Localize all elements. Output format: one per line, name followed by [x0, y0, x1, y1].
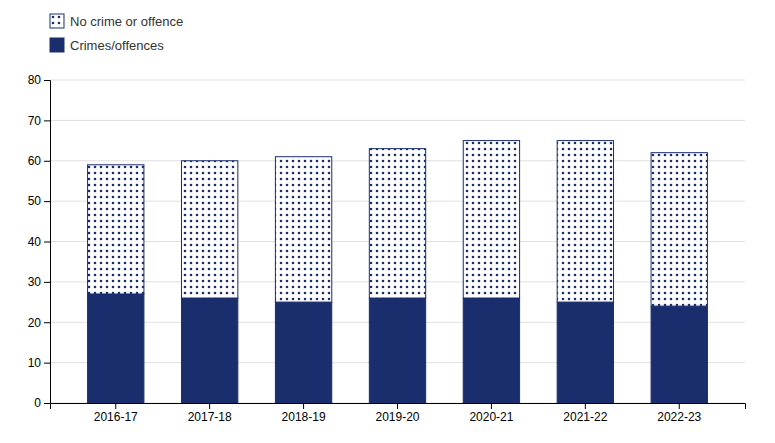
chart-svg: 2016-17 2017-18 2018-19 2019-20 2020-21 2021-…: [0, 0, 775, 443]
y-tick-label: 70: [28, 114, 42, 128]
y-tick-mark: [44, 322, 50, 323]
y-tick-label: 50: [28, 194, 42, 208]
y-tick: 60: [28, 154, 50, 168]
y-tick: 10: [28, 356, 50, 370]
y-tick-label: 30: [28, 275, 42, 289]
y-tick-mark: [44, 161, 50, 162]
legend-label: Crimes/offences: [70, 38, 164, 53]
x-tick-label: 2022-23: [657, 410, 701, 424]
y-tick-mark: [44, 403, 50, 404]
bar: [181, 161, 237, 298]
x-tick-label: 2019-20: [375, 410, 419, 424]
x-tick-mark: [491, 403, 492, 409]
x-tick-label: 2021-22: [563, 410, 607, 424]
x-tick-mark: [397, 403, 398, 409]
y-tick-mark: [44, 363, 50, 364]
y-tick: 70: [28, 114, 50, 128]
bar: [88, 165, 144, 294]
bar: [557, 302, 613, 403]
bar: [369, 298, 425, 403]
bar: [651, 306, 707, 403]
bar: [557, 141, 613, 303]
x-tick: 2017-18: [188, 403, 232, 424]
y-tick-label: 80: [28, 73, 42, 87]
legend-swatch: [50, 14, 64, 28]
x-tick-mark: [585, 403, 586, 409]
x-tick-mark: [679, 403, 680, 409]
y-tick: 30: [28, 275, 50, 289]
bars: [88, 141, 708, 403]
bar: [651, 153, 707, 306]
y-tick-label: 0: [34, 396, 41, 410]
bar: [463, 141, 519, 298]
bar: [369, 149, 425, 298]
grid: [50, 80, 745, 403]
x-tick: 2022-23: [657, 403, 701, 424]
x-axis: 2016-17 2017-18 2018-19 2019-20 2020-21 2021-…: [51, 403, 746, 424]
y-axis-line: [44, 81, 51, 404]
y-tick-label: 40: [28, 235, 42, 249]
y-tick: 50: [28, 194, 50, 208]
x-tick: 2018-19: [282, 403, 326, 424]
y-tick-label: 10: [28, 356, 42, 370]
bar: [181, 298, 237, 403]
y-axis: 0 10 20 30 40 50 60 70 80: [28, 73, 51, 410]
x-tick-mark: [303, 403, 304, 409]
y-tick: 80: [28, 73, 50, 87]
x-tick: 2019-20: [375, 403, 419, 424]
y-tick-mark: [44, 242, 50, 243]
y-tick: 0: [34, 396, 50, 410]
y-tick-mark: [44, 282, 50, 283]
y-tick: 40: [28, 235, 50, 249]
x-tick: 2020-21: [469, 403, 513, 424]
legend-item: Crimes/offences: [50, 38, 164, 53]
bar-series: [88, 294, 708, 403]
y-tick-mark: [44, 120, 50, 121]
y-tick-mark: [44, 201, 50, 202]
x-tick: 2021-22: [563, 403, 607, 424]
y-tick-mark: [44, 80, 50, 81]
x-tick-mark: [209, 403, 210, 409]
grid-line: [50, 80, 745, 81]
y-tick-label: 20: [28, 316, 42, 330]
x-tick-mark: [115, 403, 116, 409]
x-tick-label: 2020-21: [469, 410, 513, 424]
x-axis-line: [51, 404, 746, 410]
y-tick: 20: [28, 316, 50, 330]
bar: [463, 298, 519, 403]
bar: [275, 157, 331, 302]
legend-swatch: [50, 38, 64, 52]
legend-label: No crime or offence: [70, 14, 183, 29]
legend: No crime or offence Crimes/offences: [50, 14, 183, 53]
grid-line: [50, 120, 745, 121]
chart-container: 2016-17 2017-18 2018-19 2019-20 2020-21 2021-…: [0, 0, 775, 443]
x-tick-label: 2017-18: [188, 410, 232, 424]
plot: 2016-17 2017-18 2018-19 2019-20 2020-21 2021-…: [28, 73, 746, 423]
legend-item: No crime or offence: [50, 14, 183, 29]
y-tick-label: 60: [28, 154, 42, 168]
bar-series: [88, 141, 708, 307]
x-tick-label: 2018-19: [282, 410, 326, 424]
bar: [275, 302, 331, 403]
x-tick: 2016-17: [94, 403, 138, 424]
x-tick-label: 2016-17: [94, 410, 138, 424]
bar: [88, 294, 144, 403]
